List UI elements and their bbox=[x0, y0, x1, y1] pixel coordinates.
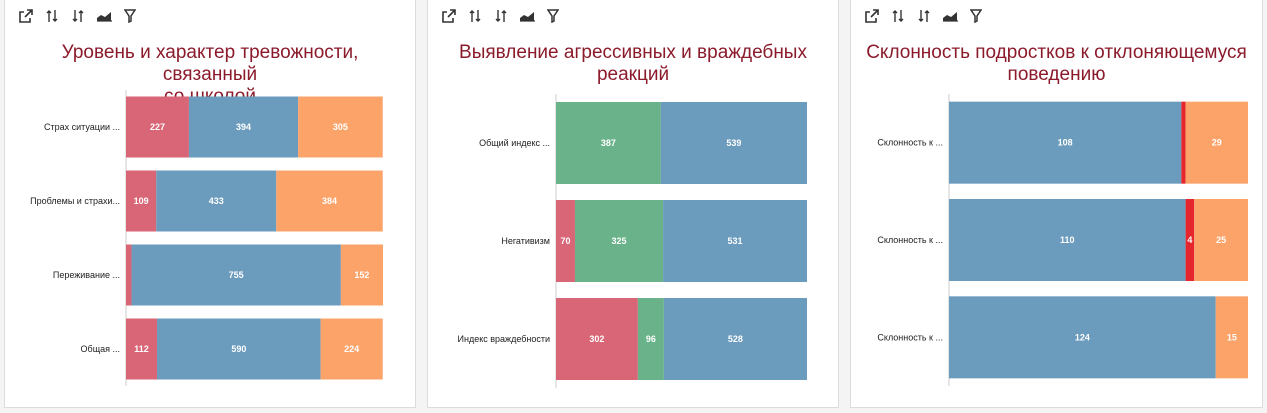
data-label: 29 bbox=[1212, 138, 1222, 148]
chart-panel-aggression: Выявление агрессивных и враждебных реакц… bbox=[427, 0, 839, 408]
data-label: 387 bbox=[601, 138, 616, 148]
filter-icon[interactable] bbox=[117, 6, 143, 26]
bar-segment[interactable] bbox=[556, 102, 661, 184]
data-label: 96 bbox=[646, 334, 656, 344]
chart-title: Склонность подростков к отклоняющемуся п… bbox=[866, 42, 1247, 85]
area-chart-icon[interactable] bbox=[91, 6, 117, 26]
bar-segment[interactable] bbox=[949, 101, 1182, 184]
bar-segment[interactable] bbox=[126, 244, 132, 306]
data-label: 124 bbox=[1075, 332, 1090, 342]
bar-segment[interactable] bbox=[1185, 199, 1195, 281]
bar-segment[interactable] bbox=[663, 200, 807, 282]
category-label: Проблемы и страхи... bbox=[30, 196, 120, 206]
category-label: Переживание ... bbox=[53, 270, 120, 280]
data-label: 224 bbox=[344, 344, 359, 354]
bar-segment[interactable] bbox=[949, 296, 1216, 379]
bar-segment[interactable] bbox=[298, 96, 383, 158]
bar-segment[interactable] bbox=[1194, 199, 1248, 281]
area-chart-icon[interactable] bbox=[937, 6, 963, 26]
sort-descending-icon[interactable] bbox=[65, 6, 91, 26]
category-label: Склонность к ... bbox=[877, 332, 943, 342]
bar-segment[interactable] bbox=[1185, 101, 1248, 184]
chart-panel-deviant-behavior: Склонность подростков к отклоняющемуся п… bbox=[850, 0, 1263, 408]
bar-segment[interactable] bbox=[1181, 101, 1186, 184]
chart-plot: Склонность к ... 108 29 Склонность к ... 110… bbox=[877, 94, 1248, 386]
bar-segment[interactable] bbox=[126, 170, 157, 232]
bar-segment[interactable] bbox=[126, 96, 189, 158]
chart-panel-school-anxiety: Уровень и характер тревожности, связанны… bbox=[4, 0, 416, 408]
bar-segment[interactable] bbox=[637, 298, 664, 380]
data-label: 110 bbox=[1060, 235, 1075, 245]
data-label: 394 bbox=[236, 122, 251, 132]
data-label: 108 bbox=[1058, 138, 1073, 148]
sort-descending-icon[interactable] bbox=[488, 6, 514, 26]
bar-segment[interactable] bbox=[556, 200, 575, 282]
data-label: 25 bbox=[1216, 235, 1226, 245]
data-label: 70 bbox=[560, 236, 570, 246]
open-external-icon[interactable] bbox=[436, 6, 462, 26]
data-label: 112 bbox=[134, 344, 149, 354]
bar-segment[interactable] bbox=[949, 199, 1186, 281]
open-external-icon[interactable] bbox=[859, 6, 885, 26]
bar-segment[interactable] bbox=[126, 318, 158, 380]
category-label: Склонность к ... bbox=[877, 235, 943, 245]
chart-toolbar bbox=[436, 6, 566, 26]
data-label: 305 bbox=[333, 122, 348, 132]
category-label: Негативизм bbox=[501, 236, 550, 246]
category-label: Склонность к ... bbox=[877, 138, 943, 148]
bar-segment[interactable] bbox=[574, 200, 664, 282]
data-label: 227 bbox=[150, 122, 165, 132]
bar-segment[interactable] bbox=[663, 298, 807, 380]
sort-ascending-icon[interactable] bbox=[39, 6, 65, 26]
data-label: 384 bbox=[322, 196, 337, 206]
data-label: 109 bbox=[134, 196, 149, 206]
chart-plot: Общий индекс ... 387 539 Негативизм 70 325 531… bbox=[458, 94, 807, 388]
bar-segment[interactable] bbox=[320, 318, 383, 380]
sort-ascending-icon[interactable] bbox=[885, 6, 911, 26]
category-label: Индекс враждебности bbox=[458, 334, 550, 344]
data-label: 152 bbox=[354, 270, 369, 280]
sort-descending-icon[interactable] bbox=[911, 6, 937, 26]
data-label: 531 bbox=[728, 236, 743, 246]
bar-segment[interactable] bbox=[156, 170, 277, 232]
bar-segment[interactable] bbox=[660, 102, 807, 184]
category-label: Общая ... bbox=[81, 344, 120, 354]
bar-segment[interactable] bbox=[276, 170, 383, 232]
bar-segment[interactable] bbox=[188, 96, 299, 158]
data-label: 755 bbox=[229, 270, 244, 280]
sort-ascending-icon[interactable] bbox=[462, 6, 488, 26]
bar-segment[interactable] bbox=[131, 244, 341, 306]
filter-icon[interactable] bbox=[963, 6, 989, 26]
data-label: 302 bbox=[589, 334, 604, 344]
data-label: 433 bbox=[209, 196, 224, 206]
bar-segment[interactable] bbox=[1215, 296, 1248, 379]
data-label: 590 bbox=[231, 344, 246, 354]
area-chart-icon[interactable] bbox=[514, 6, 540, 26]
category-label: Страх ситуации ... bbox=[44, 122, 120, 132]
bar-segment[interactable] bbox=[340, 244, 383, 306]
chart-title: Выявление агрессивных и враждебных реакц… bbox=[459, 42, 807, 85]
data-label: 539 bbox=[726, 138, 741, 148]
category-label: Общий индекс ... bbox=[479, 138, 550, 148]
data-label: 325 bbox=[612, 236, 627, 246]
open-external-icon[interactable] bbox=[13, 6, 39, 26]
data-label: 528 bbox=[728, 334, 743, 344]
bar-segment[interactable] bbox=[157, 318, 321, 380]
chart-toolbar bbox=[859, 6, 989, 26]
filter-icon[interactable] bbox=[540, 6, 566, 26]
chart-plot: Страх ситуации ... 227 394 305 Проблемы и ст… bbox=[30, 90, 383, 386]
chart-toolbar bbox=[13, 6, 143, 26]
bar-segment[interactable] bbox=[556, 298, 638, 380]
data-label: 15 bbox=[1227, 332, 1237, 342]
data-label: 4 bbox=[1187, 235, 1192, 245]
